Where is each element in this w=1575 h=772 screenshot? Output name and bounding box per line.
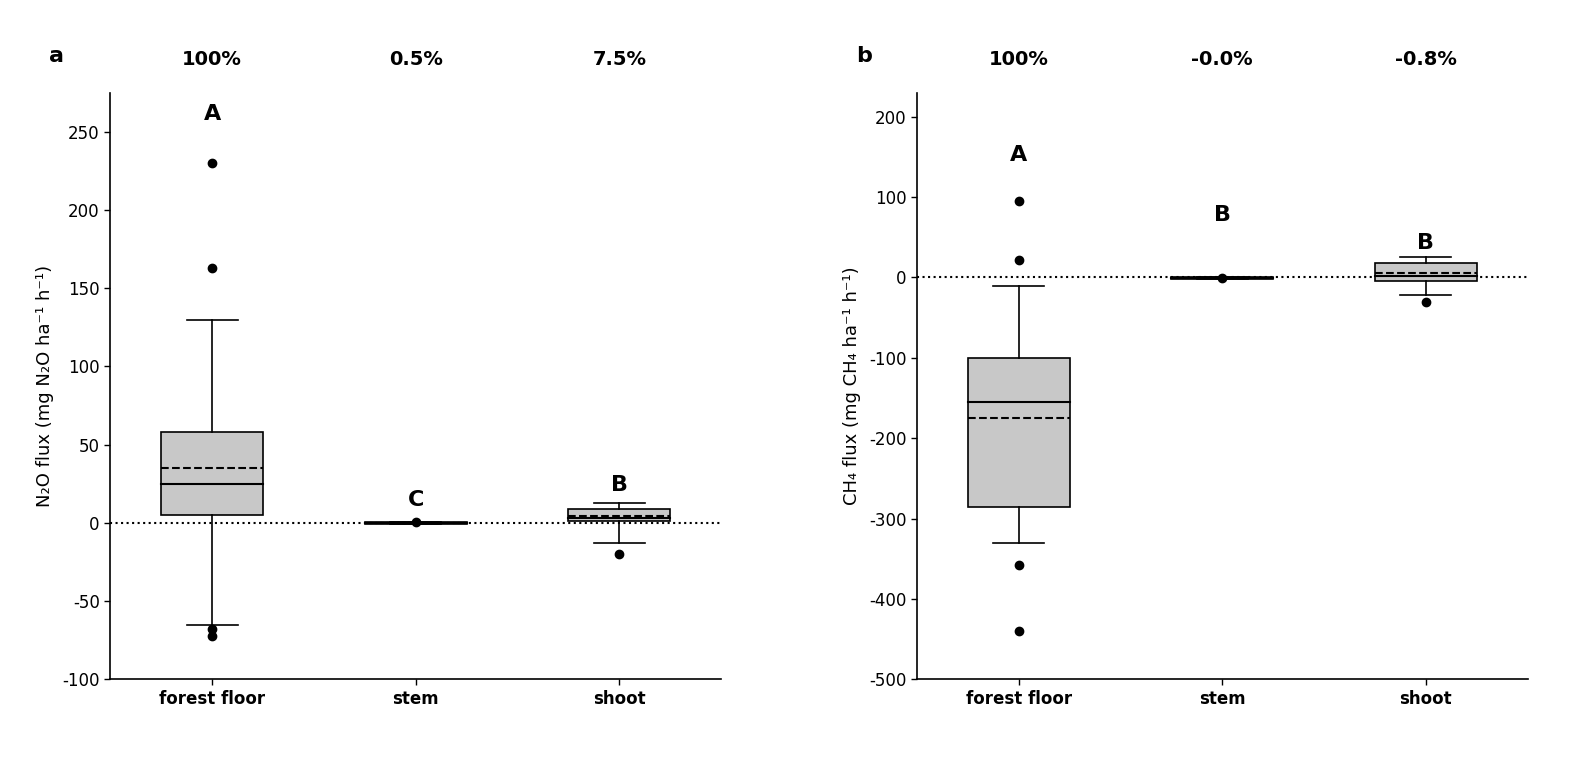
Text: B: B	[611, 475, 628, 495]
Text: 100%: 100%	[989, 50, 1049, 69]
Text: B: B	[1418, 233, 1435, 253]
Bar	[569, 509, 671, 521]
Text: -0.8%: -0.8%	[1395, 50, 1457, 69]
Text: a: a	[49, 46, 65, 66]
Text: B: B	[1214, 205, 1230, 225]
Bar	[1375, 263, 1477, 281]
Bar	[365, 522, 466, 524]
Text: 100%: 100%	[183, 50, 243, 69]
Text: 0.5%: 0.5%	[389, 50, 443, 69]
Text: A: A	[1010, 145, 1027, 165]
Text: C: C	[408, 490, 424, 510]
Text: A: A	[203, 104, 221, 124]
Bar	[967, 358, 1069, 506]
Y-axis label: CH₄ flux (mg CH₄ ha⁻¹ h⁻¹): CH₄ flux (mg CH₄ ha⁻¹ h⁻¹)	[843, 266, 860, 506]
Bar	[1172, 277, 1273, 279]
Bar	[161, 432, 263, 515]
Y-axis label: N₂O flux (mg N₂O ha⁻¹ h⁻¹): N₂O flux (mg N₂O ha⁻¹ h⁻¹)	[36, 265, 54, 507]
Text: 7.5%: 7.5%	[592, 50, 646, 69]
Text: -0.0%: -0.0%	[1191, 50, 1254, 69]
Text: b: b	[855, 46, 871, 66]
